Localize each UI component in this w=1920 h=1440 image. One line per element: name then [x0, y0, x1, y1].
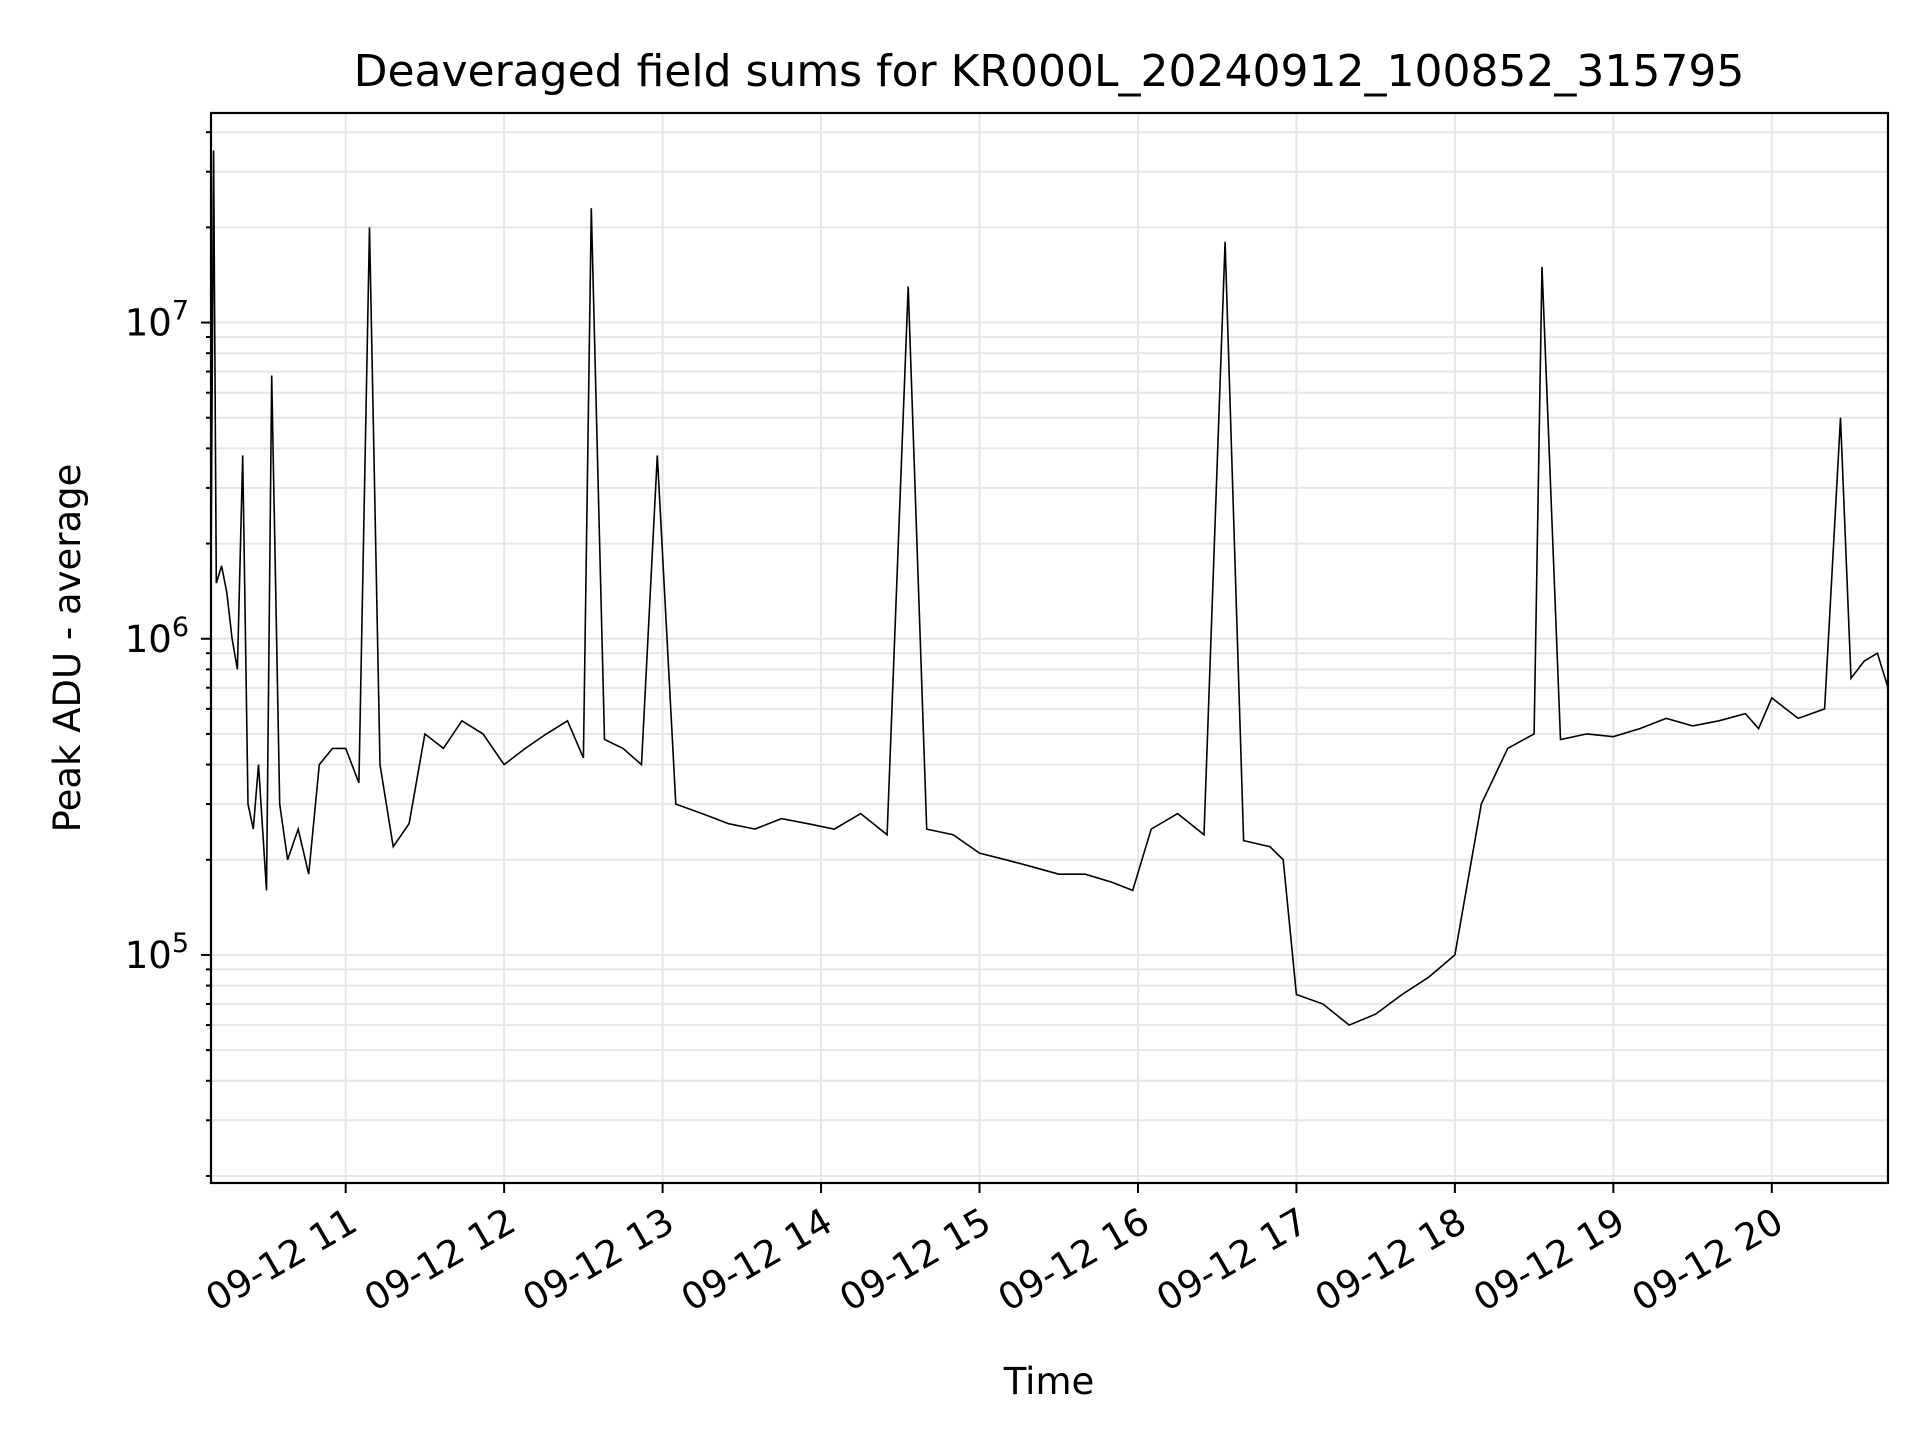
- plot-frame: [209, 111, 1890, 1185]
- chart-title: Deaveraged field sums for KR000L_2024091…: [354, 46, 1745, 97]
- series-line: [210, 150, 1889, 1027]
- y-tick-label: 106: [125, 612, 189, 661]
- x-axis-label: Time: [1003, 1360, 1095, 1403]
- series-polyline: [210, 150, 1889, 1027]
- y-tick-label: 105: [125, 928, 189, 977]
- y-tick-label: 107: [125, 296, 189, 345]
- grid: [211, 113, 1888, 1183]
- y-axis-label: Peak ADU - average: [46, 464, 89, 833]
